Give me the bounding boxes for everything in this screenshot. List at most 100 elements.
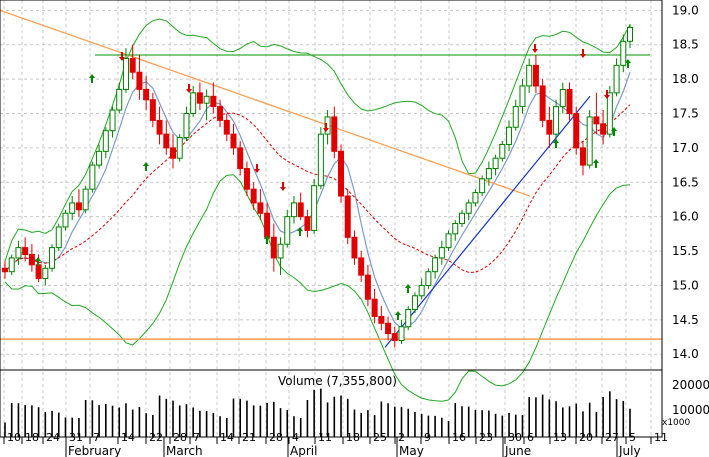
price-tick-label: 17.5	[672, 106, 699, 120]
candle-body	[143, 88, 150, 101]
candle-body	[627, 27, 633, 42]
price-tick-label: 17.0	[672, 141, 699, 155]
candle-body	[338, 150, 345, 197]
candle-body	[358, 257, 365, 276]
candle-body	[479, 178, 486, 194]
candle-body	[82, 188, 89, 211]
candle-body	[237, 147, 244, 170]
candle-body	[35, 264, 42, 280]
candle-body	[452, 223, 459, 235]
volume-tick-20000: 20000	[672, 378, 709, 392]
candle-body	[217, 106, 224, 121]
candle-body	[49, 247, 56, 269]
date-axis: 10 18 24 31 7 14 22 28 7 14 21 28 4 11 18 25 2 9 16 23 30 6 13…	[7, 431, 668, 457]
candle-body	[553, 106, 560, 135]
candle-body	[257, 202, 264, 214]
candle-body	[304, 216, 311, 231]
candle-body	[15, 247, 22, 259]
date-tick-label: 20	[579, 431, 593, 444]
date-tick-label: 22	[149, 431, 163, 444]
candle-body	[149, 99, 156, 121]
candle-body	[96, 150, 103, 166]
date-tick-label: 6	[527, 431, 534, 444]
candle-body	[69, 202, 76, 214]
candle-body	[485, 168, 492, 180]
sell-arrow-icon	[604, 90, 610, 99]
candle-body	[62, 212, 69, 228]
candle-body	[190, 92, 197, 114]
candle-body	[8, 257, 15, 273]
volume-tick-10000: 10000	[672, 403, 709, 417]
candle-body	[116, 88, 123, 111]
sell-arrow-icon	[580, 49, 586, 58]
buy-arrow-icon	[553, 139, 559, 148]
candle-body	[371, 298, 378, 317]
date-tick-label: 4	[292, 431, 299, 444]
candle-body	[210, 95, 217, 108]
candle-body	[546, 119, 553, 135]
candle-body	[109, 109, 116, 132]
date-tick-label: 13	[553, 431, 567, 444]
chart-frame	[0, 0, 663, 457]
candle-body	[317, 133, 324, 187]
slow-moving-average	[4, 104, 631, 273]
price-tick-label: 18.5	[672, 38, 699, 52]
date-tick-label: 30	[508, 431, 522, 444]
bollinger-lower	[4, 174, 631, 402]
candle-body	[42, 267, 49, 280]
candle-body	[445, 233, 452, 249]
candle-body	[297, 202, 304, 218]
candle-body	[89, 164, 96, 190]
buy-arrow-icon	[593, 159, 599, 168]
price-tick-label: 14.5	[672, 313, 699, 327]
candle-body	[559, 88, 566, 108]
date-tick-label: 16	[452, 431, 466, 444]
candle-body	[183, 112, 190, 139]
candle-body	[331, 116, 338, 152]
candle-body	[28, 254, 35, 266]
plot-border	[0, 0, 663, 438]
date-tick-label: 18	[25, 431, 39, 444]
price-tick-label: 15.5	[672, 244, 699, 258]
volume-label: Volume (7,355,800)	[278, 374, 397, 388]
candle-body	[250, 188, 257, 204]
candle-body	[391, 333, 398, 341]
candle-body	[163, 133, 170, 149]
candle-body	[606, 92, 613, 135]
candle-body	[378, 315, 385, 324]
candle-body	[203, 95, 210, 104]
price-tick-label: 15.0	[672, 278, 699, 292]
date-tick-label: 2	[398, 431, 405, 444]
month-label: July	[618, 444, 641, 457]
signal-arrows	[35, 44, 631, 320]
candle-body	[593, 116, 600, 125]
candle-body	[264, 212, 271, 238]
buy-arrow-icon	[264, 235, 270, 244]
candle-body	[579, 147, 586, 166]
sell-arrow-icon	[186, 84, 192, 93]
month-label: April	[290, 444, 317, 457]
candle-body	[465, 202, 472, 214]
candle-body	[539, 85, 546, 121]
candle-body	[170, 147, 177, 159]
date-tick-label: 11	[318, 431, 332, 444]
buy-arrow-icon	[611, 127, 617, 136]
date-tick-label: 18	[346, 431, 360, 444]
date-tick-label: 7	[93, 431, 100, 444]
buy-arrow-icon	[89, 74, 95, 83]
candle-body	[176, 137, 183, 159]
candle-body	[277, 243, 284, 259]
sell-arrow-icon	[532, 44, 538, 53]
buy-arrow-icon	[405, 284, 411, 293]
month-label: May	[399, 444, 424, 457]
date-tick-label: 27	[605, 431, 619, 444]
candle-body	[364, 274, 371, 300]
date-tick-label: 14	[121, 431, 135, 444]
month-label: June	[504, 444, 531, 457]
candle-body	[398, 326, 405, 341]
date-tick-label: 24	[46, 431, 60, 444]
date-tick-label: 10	[7, 431, 21, 444]
volume-bars	[4, 388, 631, 437]
date-tick-label: 28	[269, 431, 283, 444]
